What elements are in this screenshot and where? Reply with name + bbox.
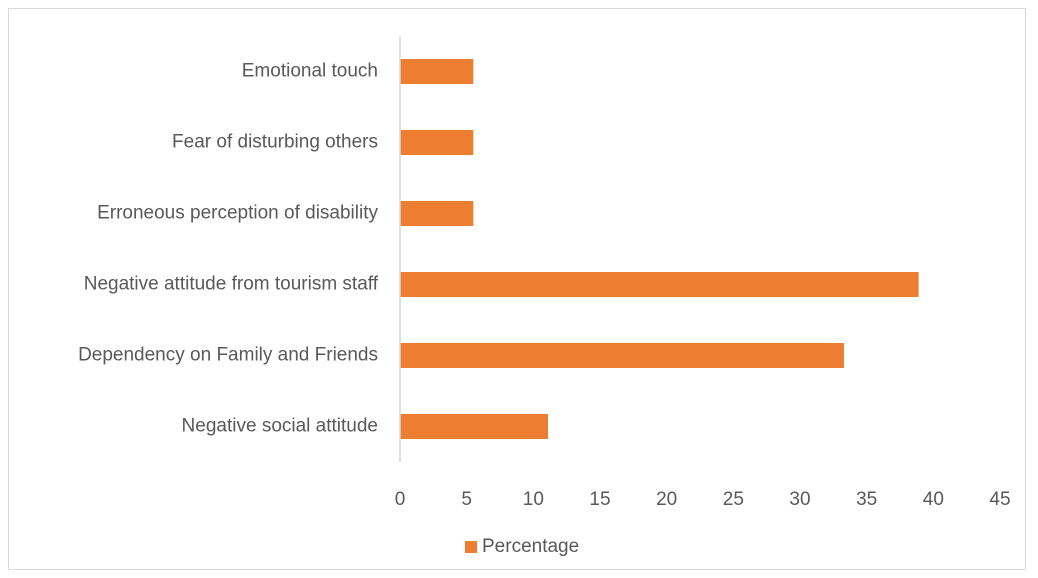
category-label: Negative social attitude — [182, 416, 378, 437]
x-tick-label: 10 — [523, 489, 544, 510]
category-label: Emotional touch — [242, 61, 378, 82]
bar — [400, 130, 474, 155]
bars-group — [400, 59, 919, 439]
legend: Percentage — [465, 535, 579, 559]
x-tick-label: 0 — [395, 489, 406, 510]
bar — [400, 414, 548, 439]
x-tick-label: 20 — [656, 489, 677, 510]
x-tick-label: 15 — [589, 489, 610, 510]
bar — [400, 201, 474, 226]
x-tick-label: 40 — [923, 489, 944, 510]
x-tick-labels: 0 5 10 15 20 25 30 35 40 45 — [395, 489, 1011, 510]
bar — [400, 343, 844, 368]
x-tick-label: 30 — [789, 489, 810, 510]
bar — [400, 59, 474, 84]
legend-swatch — [465, 541, 477, 553]
x-tick-label: 35 — [856, 489, 877, 510]
category-label: Negative attitude from tourism staff — [84, 274, 379, 295]
x-tick-label: 5 — [461, 489, 472, 510]
x-tick-label: 45 — [989, 489, 1010, 510]
category-label: Erroneous perception of disability — [97, 203, 378, 224]
category-label: Dependency on Family and Friends — [78, 345, 378, 366]
category-label: Fear of disturbing others — [172, 132, 378, 153]
bar — [400, 272, 919, 297]
category-labels: Emotional touch Fear of disturbing others… — [78, 61, 379, 437]
legend-label: Percentage — [482, 536, 580, 557]
x-tick-label: 25 — [723, 489, 744, 510]
